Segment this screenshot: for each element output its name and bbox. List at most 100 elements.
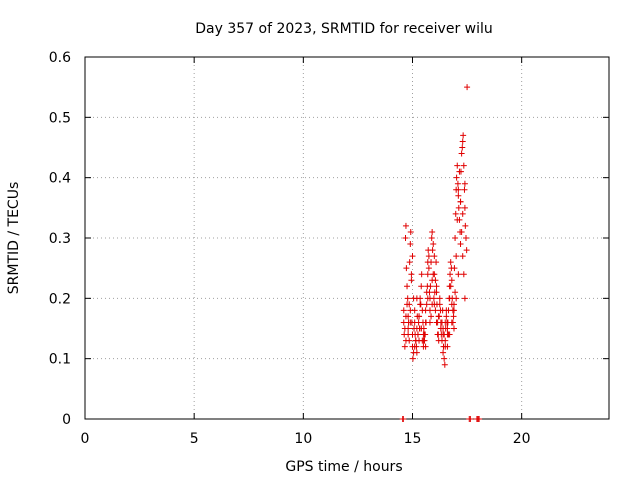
data-point [430,241,437,248]
data-point [458,228,465,235]
data-point [459,138,466,145]
data-point [443,307,450,314]
data-point [460,132,467,139]
y-tick-label: 0 [62,412,71,428]
data-point [409,253,416,260]
x-tick-label: 5 [190,431,199,447]
data-point [462,222,469,229]
data-point [418,325,425,332]
data-point [404,283,411,290]
data-point [467,416,474,422]
y-tick-label: 0.6 [49,50,71,66]
x-tick-label: 10 [294,431,312,447]
x-tick-label: 0 [81,431,90,447]
data-point [443,313,450,320]
data-point [456,168,463,175]
data-point [455,192,462,199]
data-point [464,84,471,91]
data-point [407,241,414,248]
data-point [453,253,460,260]
data-point [411,343,418,350]
data-point [447,271,454,278]
y-axis-label: SRMTID / TECUs [6,182,22,295]
data-point [405,325,412,332]
data-point [435,313,442,320]
data-point [408,271,415,278]
data-point [409,331,416,338]
data-point [455,271,462,278]
data-point [441,361,448,368]
data-point [453,174,460,181]
data-point [436,301,443,308]
data-point [420,337,427,344]
data-point [403,265,410,272]
x-tick-label: 20 [513,431,531,447]
data-point [433,289,440,296]
data-point [404,301,411,308]
data-point [431,271,438,278]
data-point [450,313,457,320]
data-point [451,265,458,272]
data-point [425,253,432,260]
data-point [402,313,409,320]
data-point [458,150,465,157]
data-point [407,319,414,326]
data-point [402,222,409,229]
data-point [463,247,470,254]
data-point [413,295,420,302]
data-point [476,416,483,422]
data-point [431,253,438,260]
tick-layer: 0 5 10 15 20 0 0.1 0.2 0.3 0.4 0.5 0.6 [49,50,609,447]
data-point [426,319,433,326]
data-point [447,283,454,290]
data-point [460,162,467,169]
data-point [453,295,460,302]
data-point [454,180,461,187]
data-point [434,331,441,338]
data-point [444,325,451,332]
chart-title: Day 357 of 2023, SRMTID for receiver wil… [195,21,493,37]
data-point [448,277,455,284]
data-point [462,235,469,241]
y-tick-label: 0.4 [49,171,71,187]
data-point [427,283,434,290]
data-point [460,271,467,278]
data-point [429,228,436,235]
data-point [433,283,440,290]
data-points [399,84,483,422]
data-point [436,295,443,302]
data-point [459,144,466,151]
data-point [413,349,420,356]
data-point [414,331,421,338]
data-point [454,162,461,169]
data-point [402,235,409,241]
data-point [425,265,432,272]
data-point [432,307,439,314]
data-point [417,301,424,308]
data-point [444,343,451,350]
data-point [423,289,430,296]
data-point [459,253,466,260]
data-point [400,307,407,314]
data-point [452,289,459,296]
data-point [420,343,427,350]
data-point [455,186,462,193]
data-point [428,235,435,241]
y-tick-label: 0.3 [49,231,71,247]
data-point [409,355,416,362]
data-point [400,416,407,422]
y-tick-label: 0.5 [49,110,71,126]
data-point [429,301,436,308]
data-point [407,307,414,314]
data-point [401,343,408,350]
data-point [441,355,448,362]
grid-layer [85,57,609,419]
data-point [440,349,447,356]
data-point [461,180,468,187]
data-point [437,319,444,326]
data-point [424,295,431,302]
data-point [446,295,453,302]
data-point [407,228,414,235]
data-point [454,216,461,223]
